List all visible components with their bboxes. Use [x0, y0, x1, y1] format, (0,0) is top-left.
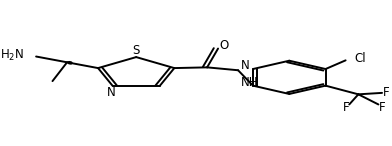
Text: N: N: [241, 59, 249, 72]
Text: Cl: Cl: [354, 52, 366, 65]
Text: O: O: [219, 39, 229, 52]
Text: F: F: [379, 101, 385, 114]
Text: NH: NH: [241, 76, 258, 89]
Text: N: N: [107, 86, 115, 99]
Text: S: S: [132, 44, 140, 57]
Text: H$_2$N: H$_2$N: [0, 48, 24, 63]
Text: F: F: [343, 101, 350, 114]
Text: F: F: [383, 86, 390, 99]
